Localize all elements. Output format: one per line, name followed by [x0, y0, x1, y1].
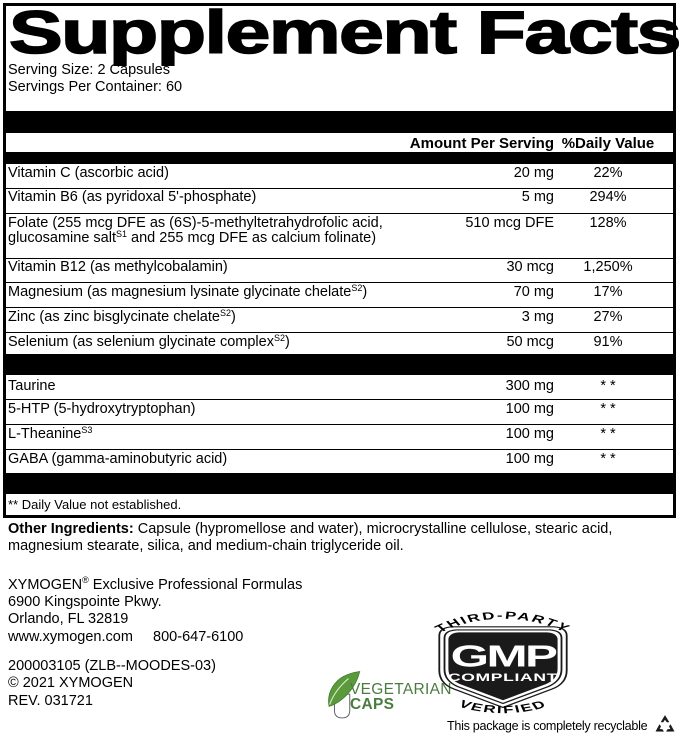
svg-text:COMPLIANT: COMPLIANT — [448, 672, 558, 684]
svg-text:GMP: GMP — [451, 639, 558, 673]
